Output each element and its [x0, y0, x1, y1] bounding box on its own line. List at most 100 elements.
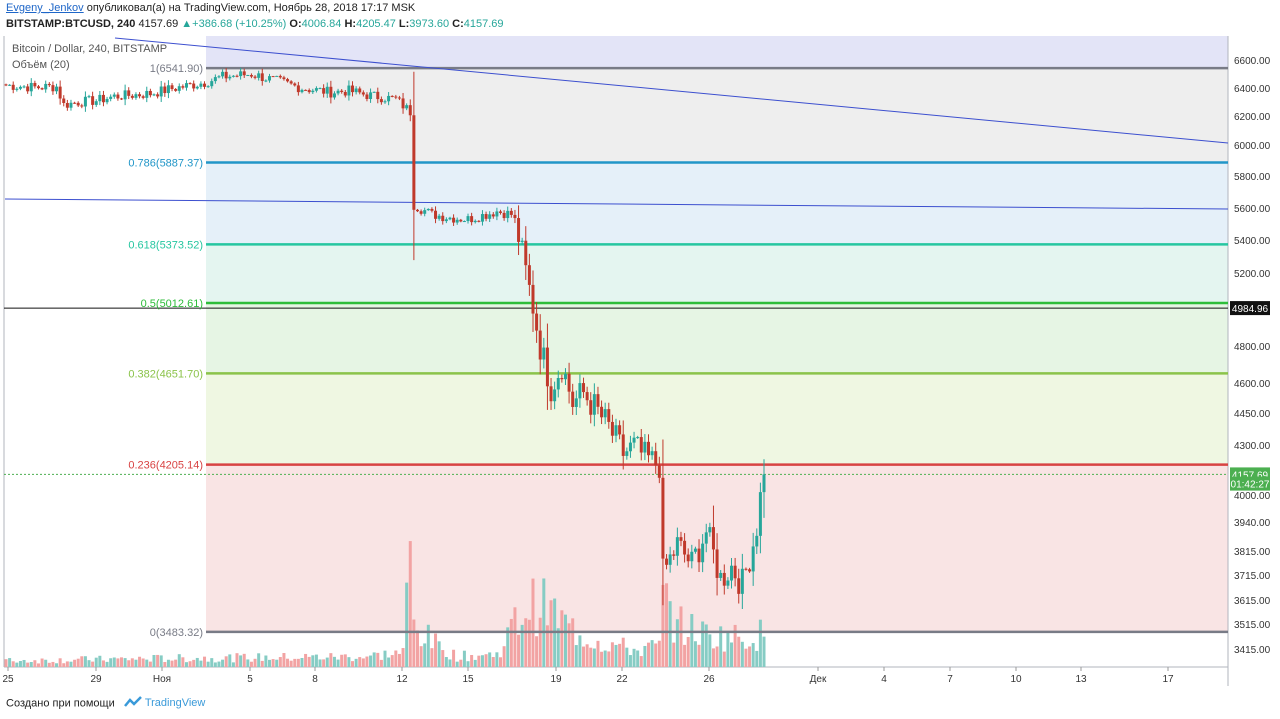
- lower-trendline[interactable]: [4, 198, 1229, 210]
- y-tick-label: 6400.00: [1234, 84, 1271, 95]
- candle-body: [751, 546, 755, 572]
- volume-bar: [462, 650, 466, 667]
- volume-bar: [275, 659, 279, 667]
- candle-body: [228, 76, 232, 79]
- volume-bar: [517, 634, 521, 667]
- volume-bar: [513, 607, 517, 667]
- price-chart[interactable]: 1(6541.90) 0.786(5887.37) 0.618(5373.52) 0.…: [0, 0, 1280, 692]
- candle-body: [621, 434, 625, 456]
- candle-body: [578, 383, 582, 399]
- volume-bar: [444, 657, 448, 667]
- symbol-label[interactable]: BITSTAMP:BTCUSD, 240: [6, 18, 136, 30]
- candle-body: [437, 215, 441, 219]
- candle-body: [361, 92, 365, 95]
- candle-body: [643, 441, 647, 453]
- volume-bar: [358, 657, 362, 667]
- candle-body: [405, 105, 409, 109]
- volume-bar: [643, 645, 647, 667]
- candle-body: [318, 88, 322, 90]
- volume-bar: [22, 659, 26, 667]
- candle-body: [722, 572, 726, 586]
- volume-bar: [4, 659, 8, 667]
- volume-bar: [646, 642, 650, 667]
- volume-bar: [300, 657, 304, 667]
- volume-bar: [235, 653, 239, 667]
- volume-bar: [336, 659, 340, 667]
- candle-body: [585, 392, 589, 401]
- volume-bar: [744, 648, 748, 667]
- volume-bar: [755, 650, 759, 667]
- candle-body: [542, 347, 546, 360]
- candle-body: [141, 96, 145, 98]
- upper-trendline[interactable]: [114, 37, 1229, 144]
- candle-body: [509, 210, 513, 215]
- candle-body: [672, 554, 676, 556]
- candle-body: [567, 373, 571, 392]
- x-tick-label: 7: [947, 674, 953, 685]
- candle-body: [289, 81, 293, 84]
- candle-body: [177, 86, 181, 91]
- volume-bar: [224, 656, 228, 667]
- volume-bar: [145, 659, 149, 667]
- candle-body: [249, 75, 253, 77]
- candle-body: [73, 102, 77, 104]
- volume-bar: [351, 661, 355, 667]
- candle-body: [267, 76, 271, 81]
- volume-bar: [477, 655, 481, 667]
- volume-bar: [109, 658, 113, 667]
- candle-body: [719, 572, 723, 578]
- candle-body: [650, 451, 654, 456]
- candle-body: [62, 98, 66, 103]
- candle-body: [170, 85, 174, 90]
- volume-bar: [679, 606, 683, 667]
- x-axis[interactable]: 25 29 Ноя 5 8 12 15 19 22 26 Дек 4 7 10 13 17: [2, 667, 1174, 685]
- candle-body: [246, 75, 250, 77]
- volume-bar: [499, 657, 503, 667]
- candle-body: [614, 425, 618, 436]
- volume-bar: [87, 660, 91, 667]
- y-tick-label: 4600.00: [1234, 379, 1271, 390]
- author-link[interactable]: Evgeny_Jenkov: [6, 2, 84, 14]
- volume-bar: [762, 636, 766, 667]
- volume-bar: [296, 658, 300, 667]
- candle-body: [120, 98, 124, 100]
- candle-body: [181, 86, 185, 88]
- volume-bar: [105, 661, 109, 667]
- candle-body: [145, 90, 149, 98]
- volume-bar: [459, 659, 463, 667]
- volume-bar: [286, 658, 290, 667]
- candle-body: [607, 409, 611, 422]
- volume-bar: [347, 657, 351, 667]
- tradingview-brand[interactable]: TradingView: [144, 697, 206, 710]
- volume-bar: [426, 624, 430, 667]
- candle-body: [657, 465, 661, 478]
- volume-bar: [571, 618, 575, 667]
- volume-bar: [246, 659, 250, 667]
- volume-bar: [751, 643, 755, 667]
- volume-bar: [47, 662, 51, 667]
- y-tick-label: 5800.00: [1234, 172, 1271, 183]
- candle-body: [480, 214, 484, 222]
- volume-bar: [690, 614, 694, 667]
- candle-body: [711, 527, 715, 550]
- candle-body: [105, 98, 109, 103]
- volume-bar: [101, 660, 105, 667]
- y-axis[interactable]: 6600.00 6400.00 6200.00 6000.00 5800.00 5600.…: [1234, 56, 1271, 656]
- candle-body: [686, 554, 690, 562]
- close-value: 4157.69: [463, 18, 504, 30]
- volume-bar: [455, 661, 459, 667]
- candle-body: [600, 406, 604, 418]
- candle-body: [242, 71, 246, 76]
- volume-bar: [332, 656, 336, 667]
- candle-body: [740, 568, 744, 594]
- volume-bar: [625, 647, 629, 667]
- volume-bar: [484, 654, 488, 667]
- candle-body: [419, 211, 423, 214]
- volume-bar: [419, 646, 423, 667]
- candle-body: [188, 83, 192, 85]
- candle-body: [477, 220, 481, 222]
- fib-zone: [206, 373, 1228, 465]
- volume-bar: [737, 636, 741, 667]
- volume-bar: [58, 658, 62, 667]
- published-text: опубликовал(а) на TradingView.com, Ноябр…: [86, 2, 416, 14]
